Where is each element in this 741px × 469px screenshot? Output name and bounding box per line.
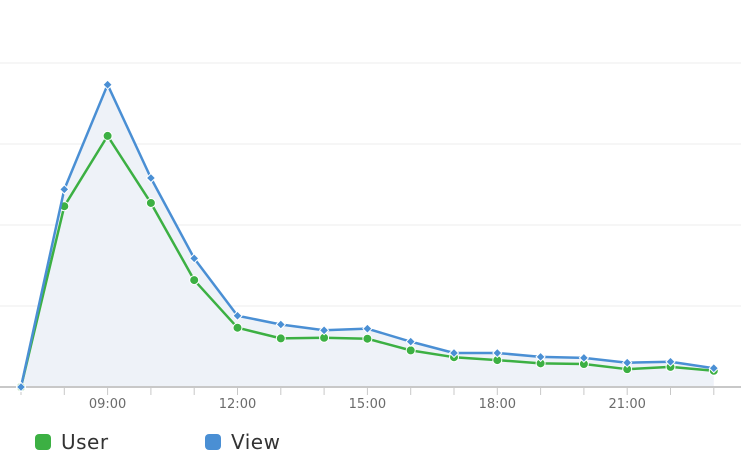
- legend: User View: [0, 428, 741, 458]
- legend-label-view: View: [231, 430, 281, 454]
- x-tick-labels: 09:00 12:00 15:00 18:00 21:00: [89, 397, 646, 412]
- data-point-view[interactable]: [405, 336, 416, 347]
- x-tick-label: 15:00: [349, 397, 386, 412]
- x-tick-label: 21:00: [608, 397, 645, 412]
- data-point-view[interactable]: [318, 325, 330, 336]
- data-point-view[interactable]: [102, 79, 113, 90]
- data-point-user[interactable]: [145, 197, 156, 208]
- area-under-view: [21, 84, 714, 387]
- legend-swatch-user: [35, 434, 51, 450]
- data-point-view[interactable]: [708, 363, 720, 374]
- data-point-view[interactable]: [59, 184, 70, 195]
- data-point-user[interactable]: [275, 333, 286, 344]
- legend-item-view[interactable]: View: [205, 428, 280, 456]
- data-point-view[interactable]: [362, 323, 373, 334]
- x-axis: [0, 386, 741, 395]
- data-point-view[interactable]: [492, 347, 503, 359]
- legend-item-user[interactable]: User: [35, 428, 109, 456]
- data-point-view[interactable]: [232, 310, 243, 321]
- data-point-view[interactable]: [145, 172, 157, 184]
- data-point-view[interactable]: [15, 381, 27, 393]
- x-tick-label: 18:00: [479, 397, 516, 412]
- data-point-view[interactable]: [448, 347, 460, 359]
- data-point-user[interactable]: [102, 130, 113, 141]
- data-point-user[interactable]: [362, 333, 373, 344]
- series-lines: [15, 79, 720, 393]
- x-tick-label: 09:00: [89, 397, 126, 412]
- data-point-user[interactable]: [405, 345, 416, 356]
- data-point-view[interactable]: [275, 319, 287, 330]
- x-tick-label: 12:00: [219, 397, 256, 412]
- area-fill: [21, 84, 714, 387]
- data-point-user[interactable]: [232, 322, 243, 333]
- data-point-view[interactable]: [578, 352, 590, 364]
- data-point-view[interactable]: [665, 356, 676, 367]
- data-point-view[interactable]: [535, 351, 546, 363]
- data-point-user[interactable]: [189, 275, 200, 286]
- data-point-view[interactable]: [621, 357, 633, 368]
- legend-label-user: User: [61, 430, 109, 454]
- data-point-view[interactable]: [188, 253, 200, 264]
- legend-swatch-view: [205, 434, 221, 450]
